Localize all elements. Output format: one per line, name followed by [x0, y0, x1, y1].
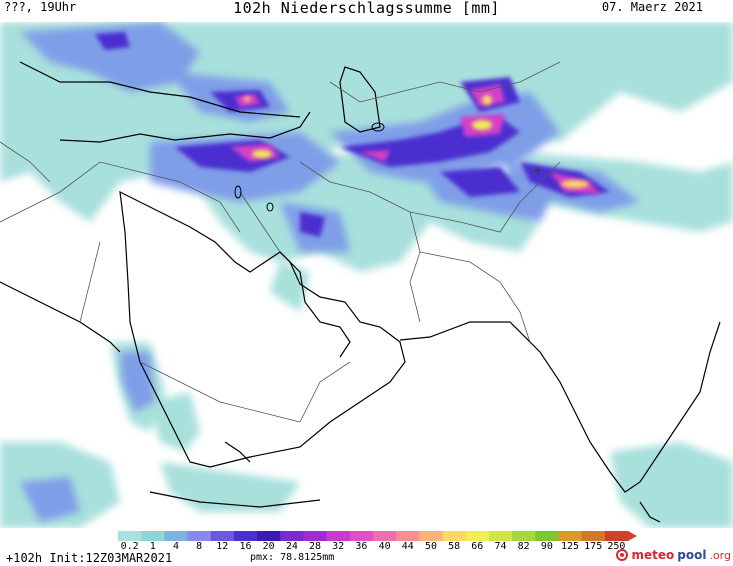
legend-swatch: [187, 531, 212, 541]
precip-extreme-cores: [243, 95, 589, 188]
legend-swatch: [303, 531, 328, 541]
footer: 0.2 1 4 8 12 16 20 24 28 32 36 40 44 50 58 66 74 82 90 125 1…: [0, 528, 733, 566]
coastlines: [0, 61, 721, 523]
station-marker: +: [534, 163, 541, 177]
legend-label: 74: [494, 541, 507, 552]
legend-swatch: [373, 531, 397, 541]
legend-label: 40: [378, 541, 391, 552]
run-info: +102h Init:12Z03MAR2021: [6, 551, 172, 565]
legend-swatch: [164, 531, 189, 541]
logo-text-meteo: meteo: [631, 548, 675, 562]
init-time: Init:12Z03MAR2021: [49, 551, 173, 565]
precip-max: pmx: 78.8125mm: [250, 552, 335, 563]
map-title: 102h Niederschlagssumme [mm]: [233, 0, 500, 17]
legend-swatch: [326, 531, 351, 541]
legend-label: 12: [216, 541, 229, 552]
legend-label: 24: [285, 541, 298, 552]
legend-swatch: [419, 531, 444, 541]
legend-swatch: [280, 531, 304, 541]
legend-swatch: [442, 531, 467, 541]
legend-swatch: [581, 531, 606, 541]
legend-swatch: [396, 531, 420, 541]
legend-label: 82: [517, 541, 530, 552]
legend-label: 44: [401, 541, 414, 552]
legend-label: 4: [172, 541, 180, 552]
lakes: [234, 122, 385, 212]
legend-label: 16: [239, 541, 252, 552]
valid-date: 07. Maerz 2021: [601, 0, 703, 14]
legend-label: 28: [308, 541, 322, 552]
logo-text-pool: pool: [677, 548, 707, 562]
legend-label: 8: [196, 541, 203, 552]
legend-swatch: [257, 531, 281, 541]
legend-swatch: [488, 531, 513, 541]
legend-label: 175: [584, 541, 603, 552]
legend-label: 36: [355, 541, 368, 552]
legend-swatch: [233, 531, 258, 541]
legend-label: 66: [471, 541, 484, 552]
legend-swatch: [349, 531, 374, 541]
legend-label: 90: [540, 541, 553, 552]
legend-swatch: [141, 531, 165, 541]
color-legend-bar: [118, 531, 637, 541]
legend-label: 58: [448, 541, 461, 552]
logo-icon: [616, 549, 629, 561]
lead-time: +102h: [6, 551, 43, 565]
header: ???, 19Uhr 102h Niederschlagssumme [mm] …: [0, 0, 733, 22]
legend-swatch: [604, 531, 629, 541]
legend-swatch: [465, 531, 490, 541]
legend-label: 0.2: [120, 541, 139, 552]
meteopool-logo: meteo pool .org: [616, 548, 731, 562]
color-legend-labels: 0.2 1 4 8 12 16 20 24 28 32 36 40 44 50 58 66 74 82 90 125 1…: [118, 541, 638, 553]
legend-label: 32: [332, 541, 345, 552]
legend-label: 20: [262, 541, 275, 552]
legend-swatch: [118, 531, 142, 541]
precipitation-map: +: [0, 22, 733, 528]
logo-text-org: .org: [709, 548, 731, 562]
country-borders: [0, 61, 561, 423]
legend-swatch: [558, 531, 583, 541]
legend-overflow-arrow: [628, 531, 637, 541]
legend-label: 1: [149, 541, 156, 552]
legend-swatch: [210, 531, 235, 541]
valid-time: ???, 19Uhr: [4, 0, 77, 14]
legend-label: 125: [560, 541, 580, 552]
legend-swatch: [512, 531, 536, 541]
legend-label: 250: [607, 541, 626, 552]
legend-swatch: [535, 531, 559, 541]
legend-label: 50: [424, 541, 438, 552]
